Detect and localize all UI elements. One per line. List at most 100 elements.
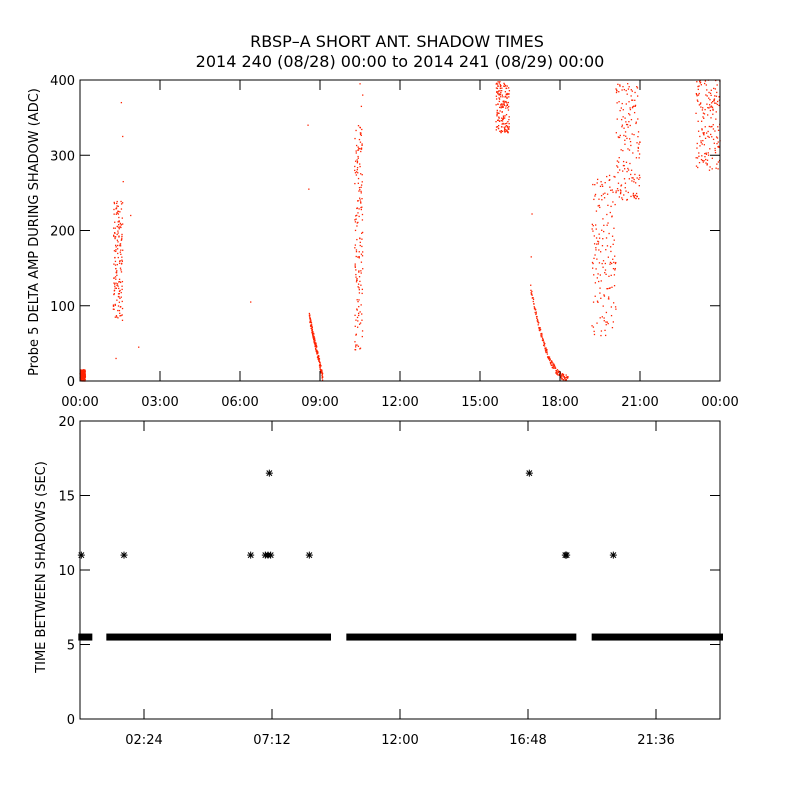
top-data-point <box>309 314 311 316</box>
top-data-point <box>605 321 607 323</box>
top-data-point <box>717 141 719 143</box>
top-data-point <box>600 334 602 337</box>
top-data-point <box>315 342 317 344</box>
top-data-point <box>704 80 707 82</box>
top-data-point <box>82 369 85 372</box>
top-data-point <box>120 253 122 255</box>
top-data-point <box>115 207 118 209</box>
bottom-y-tick-label: 5 <box>67 639 75 654</box>
top-data-point <box>621 197 623 199</box>
top-data-point <box>614 255 616 257</box>
top-data-point <box>501 111 503 113</box>
top-y-tick-label: 100 <box>50 300 75 315</box>
top-data-point <box>596 322 598 324</box>
top-data-point <box>361 232 363 234</box>
top-data-point <box>616 165 618 167</box>
top-data-point <box>83 371 85 373</box>
top-data-point <box>628 86 630 88</box>
top-data-point <box>718 96 720 98</box>
top-data-point <box>508 105 510 108</box>
top-data-point <box>314 341 316 343</box>
top-data-point <box>626 137 628 140</box>
top-data-point <box>712 124 714 126</box>
top-data-point <box>630 169 633 171</box>
top-data-point <box>318 359 320 361</box>
top-data-point <box>617 171 619 174</box>
top-data-point <box>705 158 707 161</box>
top-data-point <box>617 189 619 192</box>
top-data-point <box>711 136 713 138</box>
top-data-point <box>594 193 597 196</box>
top-data-point <box>311 327 313 330</box>
top-data-point <box>362 251 364 253</box>
top-data-point <box>317 357 320 359</box>
top-data-point <box>116 283 119 285</box>
top-data-point <box>705 84 707 86</box>
top-data-point <box>695 157 697 159</box>
top-data-point <box>112 304 115 306</box>
top-data-point <box>506 103 509 106</box>
top-data-point <box>355 333 357 335</box>
top-data-point <box>635 192 638 195</box>
top-data-point <box>713 102 716 104</box>
top-data-point <box>496 87 499 90</box>
top-data-point <box>542 338 544 341</box>
top-data-point <box>358 257 360 259</box>
top-data-point <box>615 261 617 264</box>
top-data-point <box>557 374 559 376</box>
top-data-point <box>503 104 506 106</box>
top-data-point <box>507 87 510 89</box>
top-data-point <box>598 233 600 235</box>
top-data-point <box>599 185 602 188</box>
top-data-point <box>631 177 633 179</box>
top-data-point <box>356 225 358 227</box>
top-data-point <box>541 334 543 336</box>
top-data-point <box>355 255 357 258</box>
top-data-point <box>632 192 635 195</box>
top-data-point <box>81 373 83 376</box>
top-data-point <box>309 317 312 320</box>
top-data-point <box>609 246 612 248</box>
top-data-point <box>616 118 618 120</box>
top-data-point <box>120 101 123 104</box>
top-data-point <box>113 293 115 295</box>
top-data-point <box>701 155 703 157</box>
top-data-point <box>562 374 565 376</box>
top-data-point <box>115 272 118 274</box>
top-data-point <box>119 267 122 269</box>
top-data-point <box>561 377 563 379</box>
top-data-point <box>358 299 360 301</box>
top-data-point <box>354 314 356 316</box>
top-data-point <box>502 103 504 105</box>
top-data-point <box>531 294 533 296</box>
top-data-point <box>116 248 119 250</box>
top-data-point <box>114 260 117 263</box>
top-data-point <box>310 322 313 324</box>
top-data-point <box>114 256 116 259</box>
top-data-point <box>121 319 124 321</box>
top-data-point <box>626 170 628 173</box>
top-data-point <box>608 275 610 277</box>
top-data-point <box>610 250 612 253</box>
top-data-point <box>115 267 117 270</box>
top-data-point <box>503 100 505 102</box>
top-data-point <box>633 181 635 183</box>
top-data-point <box>360 261 363 263</box>
top-data-point <box>634 99 636 101</box>
top-data-point <box>620 185 622 187</box>
top-data-point <box>631 99 633 101</box>
top-data-point <box>116 212 119 214</box>
top-data-point <box>496 83 499 85</box>
top-data-point <box>610 314 613 317</box>
top-data-point <box>610 274 612 277</box>
top-data-point <box>707 114 709 116</box>
top-data-point <box>116 274 118 276</box>
top-data-point <box>611 189 613 191</box>
top-data-point <box>361 143 363 145</box>
top-data-point <box>357 149 360 151</box>
top-data-point <box>118 228 120 230</box>
top-data-point <box>540 334 542 337</box>
top-data-point <box>633 197 635 199</box>
top-data-point <box>496 90 498 93</box>
top-data-point <box>628 138 631 140</box>
